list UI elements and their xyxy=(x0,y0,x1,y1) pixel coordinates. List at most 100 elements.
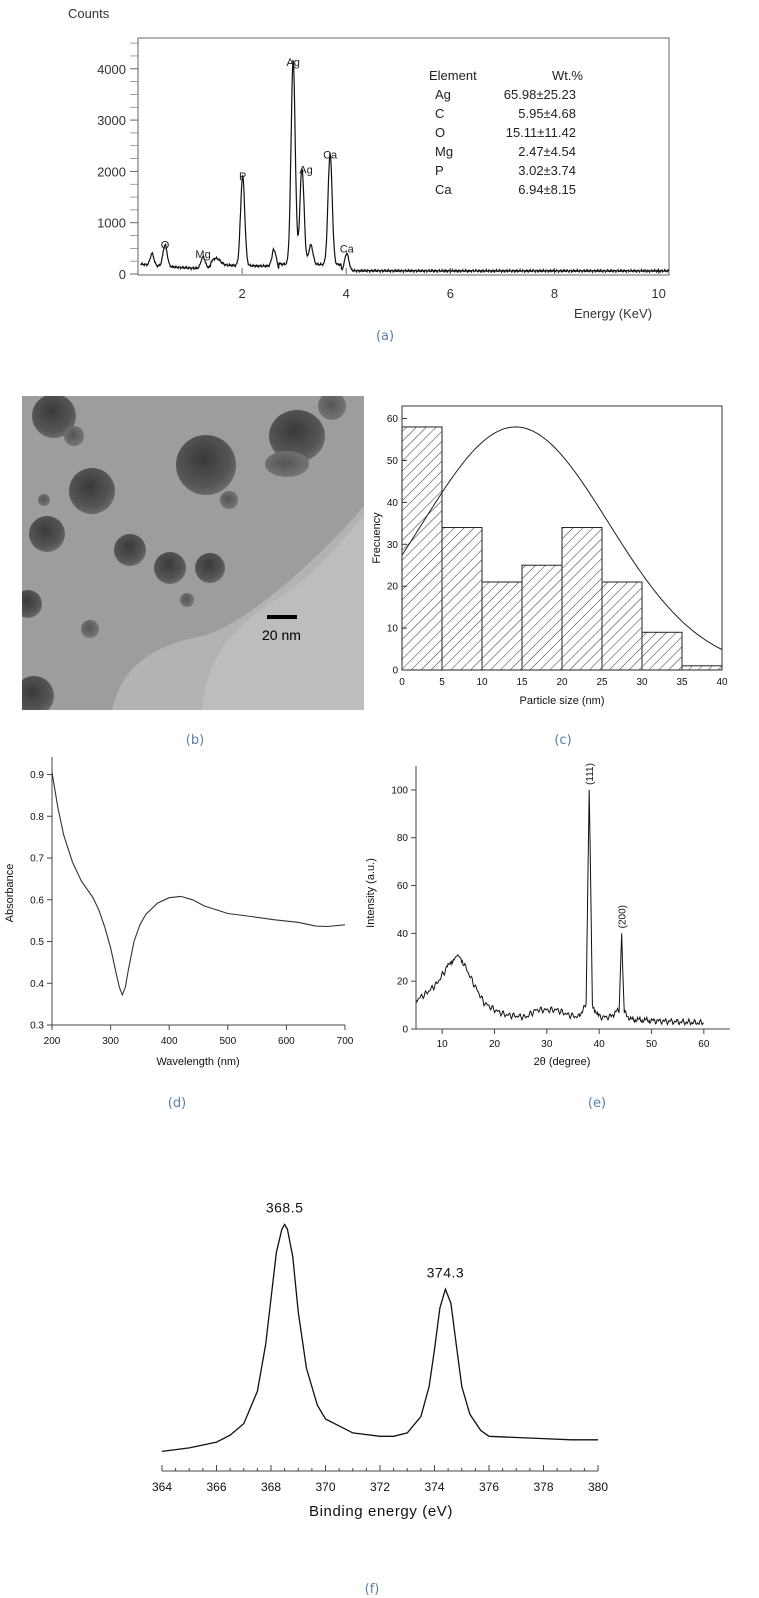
particle xyxy=(64,426,84,446)
tem-micrograph: 20 nm xyxy=(22,396,364,710)
table-cell-value: 5.95±4.68 xyxy=(518,106,576,121)
peak-label: Ag xyxy=(286,57,299,69)
x-tick-label: 8 xyxy=(551,286,558,301)
y-tick-label: 40 xyxy=(397,929,409,940)
particle xyxy=(265,451,309,477)
particle xyxy=(29,516,65,552)
particle xyxy=(154,552,186,584)
subfigure-label-e: (e) xyxy=(587,1096,607,1111)
xrd-chart: 10 20 30 40 50 60 0 20 40 60 80 100 (111) (200) 2θ (… xyxy=(365,763,730,1068)
y-tick-label: 40 xyxy=(387,498,399,509)
xrd-pattern-line xyxy=(415,789,704,1027)
x-tick-label: 200 xyxy=(44,1036,61,1047)
xps-spectrum-line xyxy=(161,1223,598,1453)
table-cell-element: Mg xyxy=(435,144,453,159)
x-tick-label: 50 xyxy=(646,1039,658,1050)
scale-bar xyxy=(267,615,297,619)
table-cell-element: P xyxy=(435,163,444,178)
y-tick-label: 20 xyxy=(387,582,399,593)
histogram-bar xyxy=(601,581,643,671)
peak-label: 368.5 xyxy=(266,1200,304,1216)
x-tick-label: 400 xyxy=(161,1036,178,1047)
x-tick-label: 40 xyxy=(594,1039,606,1050)
x-tick-label: 0 xyxy=(399,677,405,688)
table-cell-element: O xyxy=(435,125,445,140)
x-tick-label: 2 xyxy=(239,286,246,301)
x-tick-label: 6 xyxy=(447,286,454,301)
x-tick-label: 30 xyxy=(636,677,648,688)
peak-label: Ca xyxy=(323,150,338,162)
particle xyxy=(318,396,346,420)
y-tick-label: 1000 xyxy=(97,216,126,231)
peak-label: Ca xyxy=(340,244,355,256)
chart-c-ylabel: Frecuency xyxy=(371,512,383,564)
absorbance-line xyxy=(51,772,346,997)
y-tick-label: 0.4 xyxy=(30,979,44,990)
x-tick-label: 30 xyxy=(541,1039,553,1050)
x-tick-label: 10 xyxy=(437,1039,449,1050)
histogram-bar xyxy=(561,527,603,671)
y-tick-label: 20 xyxy=(397,977,409,988)
x-tick-label: 300 xyxy=(102,1036,119,1047)
table-cell-value: 15.11±11.42 xyxy=(506,125,576,140)
y-tick-label: 3000 xyxy=(97,113,126,128)
y-tick-label: 4000 xyxy=(97,62,126,77)
particle xyxy=(81,620,99,638)
histogram-bar xyxy=(401,426,443,671)
particle xyxy=(22,676,54,710)
y-tick-label: 2000 xyxy=(97,164,126,179)
x-tick-label: 380 xyxy=(588,1480,608,1494)
histogram-bar xyxy=(521,564,563,671)
peak-label: O xyxy=(161,239,170,251)
x-tick-label: 700 xyxy=(337,1036,354,1047)
table-cell-value: 65.98±25.23 xyxy=(504,87,576,102)
table-header: Element xyxy=(429,68,477,83)
scale-bar-label: 20 nm xyxy=(262,627,301,643)
chart-a-xlabel: Energy (KeV) xyxy=(574,306,652,321)
x-tick-label: 370 xyxy=(315,1480,335,1494)
particle xyxy=(114,534,146,566)
x-tick-label: 368 xyxy=(261,1480,281,1494)
y-tick-label: 0.8 xyxy=(30,812,44,823)
y-tick-label: 0.5 xyxy=(30,937,44,948)
y-tick-label: 100 xyxy=(391,785,408,796)
particle xyxy=(195,553,225,583)
x-tick-label: 40 xyxy=(716,677,728,688)
x-tick-label: 4 xyxy=(343,286,350,301)
table-cell-value: 3.02±3.74 xyxy=(518,163,576,178)
peak-label: 374.3 xyxy=(427,1264,465,1280)
normal-fit-curve xyxy=(401,426,723,650)
peak-label: P xyxy=(239,171,246,183)
y-tick-label: 0.3 xyxy=(30,1021,44,1032)
x-tick-label: 372 xyxy=(370,1480,390,1494)
y-tick-label: 80 xyxy=(397,833,409,844)
table-cell-value: 6.94±8.15 xyxy=(518,182,576,197)
subfigure-label-b: (b) xyxy=(185,733,205,748)
y-tick-label: 60 xyxy=(397,881,409,892)
x-tick-label: 20 xyxy=(489,1039,501,1050)
x-tick-label: 10 xyxy=(476,677,488,688)
histogram-bar xyxy=(681,665,723,671)
x-tick-label: 20 xyxy=(556,677,568,688)
particle-size-histogram: 0 5 10 15 20 25 30 35 40 0 10 20 30 40 50 60 Particle s… xyxy=(371,405,728,707)
y-tick-label: 10 xyxy=(387,624,399,635)
table-cell-element: Ca xyxy=(435,182,452,197)
histogram-bar xyxy=(481,581,523,671)
y-tick-label: 0 xyxy=(119,267,126,282)
table-cell-value: 2.47±4.54 xyxy=(518,144,576,159)
peak-label: (111) xyxy=(585,763,596,785)
x-tick-label: 378 xyxy=(533,1480,553,1494)
element-table: Element Wt.% Ag 65.98±25.23 C 5.95±4.68 O 15.11… xyxy=(429,68,583,197)
histogram-bar xyxy=(641,631,683,671)
chart-f-xlabel: Binding energy (eV) xyxy=(309,1503,453,1520)
table-cell-element: C xyxy=(435,106,444,121)
particle xyxy=(32,396,76,438)
peak-label: (200) xyxy=(618,905,629,928)
edx-spectrum-chart: Counts Energy (KeV) 2 4 6 8 10 0 1000 2000 3000 4… xyxy=(68,6,670,321)
x-tick-label: 366 xyxy=(206,1480,226,1494)
chart-e-xlabel: 2θ (degree) xyxy=(534,1056,591,1068)
y-tick-label: 0 xyxy=(402,1025,408,1036)
particle xyxy=(180,593,194,607)
particle xyxy=(69,468,115,514)
chart-c-xlabel: Particle size (nm) xyxy=(520,695,605,707)
